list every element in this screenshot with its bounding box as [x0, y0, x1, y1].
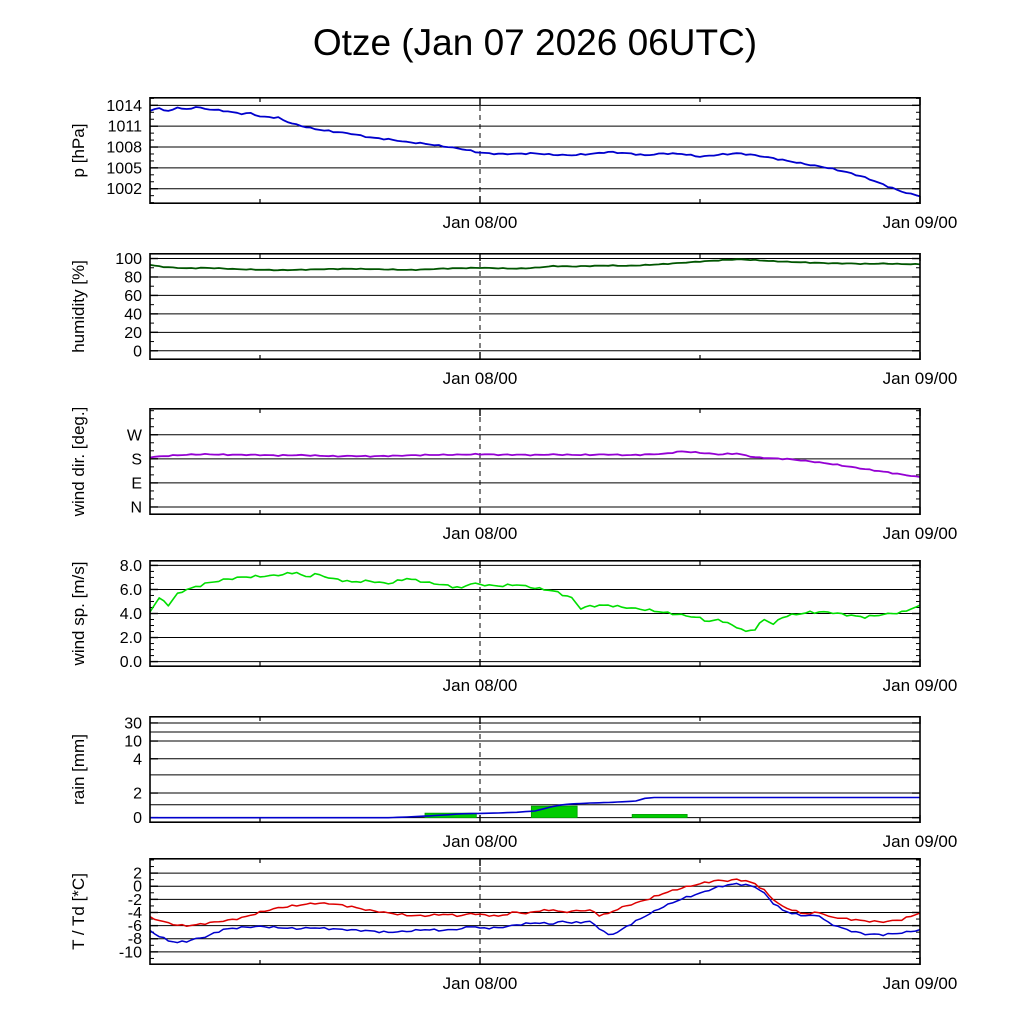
plot-border	[149, 253, 921, 361]
ytick-label: -10	[119, 944, 142, 961]
panel-pressure: 1002 1005 1008 1011 1014 Jan 08/00 Jan 09/00 p …	[69, 97, 958, 232]
plot-border	[149, 716, 921, 824]
series-humidity	[150, 258, 920, 272]
xtick-label: Jan 08/00	[443, 974, 518, 993]
panel-ylabel: wind sp. [m/s]	[69, 562, 88, 667]
ytick-label: S	[131, 451, 142, 468]
xtick-label: Jan 08/00	[443, 369, 518, 388]
ytick-label: 1014	[106, 98, 142, 115]
plot-border	[149, 858, 921, 966]
ytick-label: 1008	[106, 140, 142, 157]
series-wind-direction	[150, 450, 920, 478]
ytick-label: 40	[124, 306, 142, 323]
ytick-label: N	[130, 499, 142, 516]
series-wind-speed	[150, 571, 920, 633]
xtick-label: Jan 09/00	[883, 213, 958, 232]
ytick-label: 20	[124, 325, 142, 342]
xtick-label: Jan 08/00	[443, 832, 518, 851]
ytick-label: 4	[133, 751, 142, 768]
ytick-label: -8	[128, 931, 142, 948]
panel-wind-speed: 0.0 2.0 4.0 6.0 8.0 Jan 08/00 Jan 09/00 wind sp…	[69, 560, 958, 695]
xtick-label: Jan 09/00	[883, 369, 958, 388]
ytick-label: 0	[133, 810, 142, 827]
ytick-label: 2	[133, 866, 142, 883]
ytick-label: 2	[133, 786, 142, 803]
ytick-label: W	[127, 427, 143, 444]
ytick-label: -2	[128, 892, 142, 909]
chart-title: Otze (Jan 07 2026 06UTC)	[312, 22, 758, 63]
rain-bar	[631, 814, 688, 819]
panel-rain: 0 2 410 30 Jan 08/00 Jan 09/00 rain [mm]	[69, 716, 958, 851]
ytick-label: 0.0	[120, 654, 142, 671]
xtick-label: Jan 08/00	[443, 676, 518, 695]
panel-temperature: 20-2-4-6-8-10 Jan 08/00 Jan 09/00 T / Td [*…	[69, 858, 958, 993]
plot-border	[149, 408, 921, 516]
ytick-label: 60	[124, 288, 142, 305]
ytick-label: 1002	[106, 181, 142, 198]
series-dewpoint-Td	[150, 882, 920, 944]
xtick-label: Jan 09/00	[883, 832, 958, 851]
series-pressure	[150, 106, 920, 198]
ytick-label: -6	[128, 918, 142, 935]
ytick-label: 30	[124, 716, 142, 732]
ytick-label: -4	[128, 905, 142, 922]
ytick-label: 8.0	[120, 560, 142, 575]
ytick-label: 0	[133, 343, 142, 360]
ytick-label: 2.0	[120, 630, 142, 647]
xtick-label: Jan 08/00	[443, 213, 518, 232]
panel-ylabel: humidity [%]	[69, 260, 88, 353]
ytick-label: 100	[115, 253, 142, 268]
xtick-label: Jan 09/00	[883, 676, 958, 695]
ytick-label: 0	[133, 879, 142, 896]
xtick-label: Jan 09/00	[883, 974, 958, 993]
ytick-label: 80	[124, 269, 142, 286]
ytick-label: 1011	[108, 119, 143, 136]
ytick-label: 10	[124, 734, 142, 751]
ytick-label: 4.0	[120, 606, 142, 623]
panel-ylabel: p [hPa]	[69, 124, 88, 178]
panel-ylabel: T / Td [*C]	[69, 873, 88, 950]
plot-border	[149, 97, 921, 205]
panel-ylabel: wind dir. [deg.]	[69, 408, 88, 517]
xtick-label: Jan 09/00	[883, 524, 958, 543]
ytick-label: 6.0	[120, 582, 142, 599]
plot-border	[149, 560, 921, 668]
series-accumulated-rain	[150, 796, 920, 819]
panel-ylabel: rain [mm]	[69, 734, 88, 805]
ytick-label: 1005	[106, 160, 142, 177]
series-temperature-T	[150, 878, 920, 928]
ytick-label: E	[131, 475, 142, 492]
xtick-label: Jan 08/00	[443, 524, 518, 543]
rain-bar	[530, 805, 578, 819]
